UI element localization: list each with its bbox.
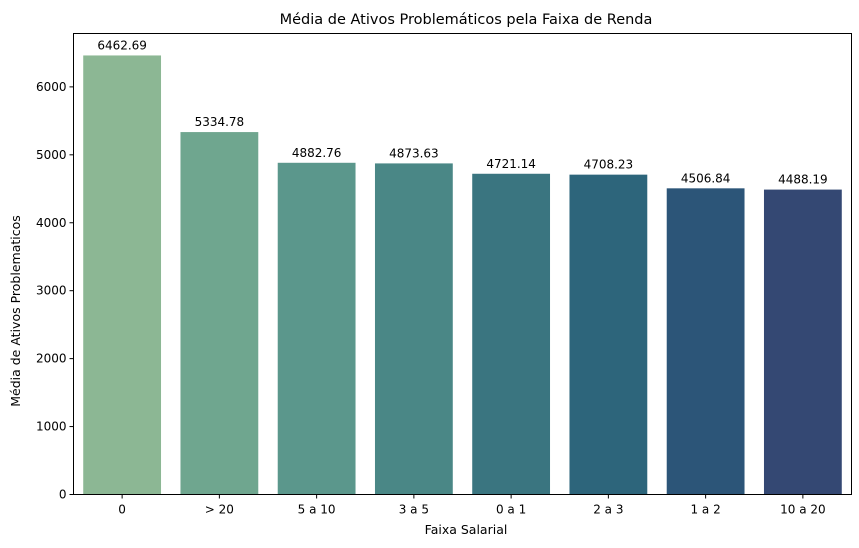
bar xyxy=(472,173,551,495)
x-tick-label: 10 a 20 xyxy=(780,503,826,517)
bar xyxy=(666,188,745,495)
bar-value-label: 5334.78 xyxy=(195,115,245,129)
x-tick-label: > 20 xyxy=(205,503,234,517)
y-tick-label: 6000 xyxy=(36,80,67,94)
x-tick-label: 2 a 3 xyxy=(593,503,623,517)
bar-value-label: 4488.19 xyxy=(778,173,828,187)
bar-value-label: 4873.63 xyxy=(389,146,439,160)
y-tick-label: 1000 xyxy=(36,420,67,434)
bar-value-label: 4721.14 xyxy=(486,157,536,171)
bar-value-label: 6462.69 xyxy=(97,38,147,52)
bar xyxy=(83,55,162,495)
x-tick-label: 5 a 10 xyxy=(298,503,336,517)
y-tick-label: 3000 xyxy=(36,284,67,298)
x-tick-label: 3 a 5 xyxy=(399,503,429,517)
x-axis-label: Faixa Salarial xyxy=(425,522,508,537)
y-tick-label: 2000 xyxy=(36,352,67,366)
x-tick-label: 0 a 1 xyxy=(496,503,526,517)
bar-value-label: 4708.23 xyxy=(584,158,634,172)
bar xyxy=(277,162,356,495)
plot-frame xyxy=(73,33,852,495)
plot-area: 0 1000 2000 3000 4000 5000 6000 6462.69 0 5334.78… xyxy=(36,38,842,517)
y-tick-label: 5000 xyxy=(36,148,67,162)
bar-value-label: 4882.76 xyxy=(292,146,342,160)
bar xyxy=(180,132,259,495)
y-tick-label: 4000 xyxy=(36,216,67,230)
bar xyxy=(374,163,453,495)
y-axis-label: Média de Ativos Problematicos xyxy=(8,215,23,407)
x-tick-label: 1 a 2 xyxy=(690,503,720,517)
bar xyxy=(569,174,648,495)
bar-value-label: 4506.84 xyxy=(681,171,731,185)
bar xyxy=(763,189,842,495)
chart-title: Média de Ativos Problemáticos pela Faixa… xyxy=(280,12,653,28)
y-tick-label: 0 xyxy=(59,488,67,502)
x-tick-label: 0 xyxy=(118,503,126,517)
